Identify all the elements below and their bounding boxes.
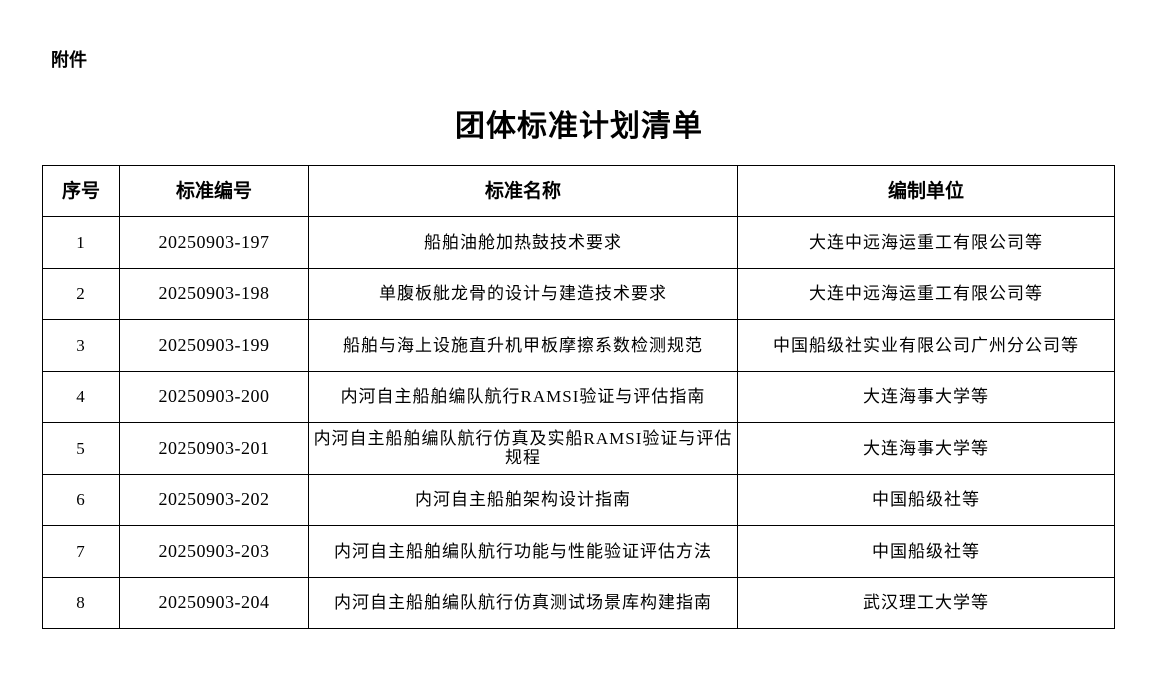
cell-code: 20250903-200 — [119, 370, 309, 423]
page-title: 团体标准计划清单 — [455, 110, 703, 143]
cell-no: 1 — [42, 216, 120, 269]
cell-org: 中国船级社等 — [737, 525, 1115, 578]
table-row: 5 20250903-201 内河自主船舶编队航行仿真及实船RAMSI验证与评估规程… — [42, 422, 1115, 475]
table-row: 6 20250903-202 内河自主船舶架构设计指南 中国船级社等 — [42, 473, 1115, 526]
table-row: 3 20250903-199 船舶与海上设施直升机甲板摩擦系数检测规范 中国船级社实业… — [42, 319, 1115, 372]
cell-code: 20250903-198 — [119, 267, 309, 320]
header-code: 标准编号 — [119, 165, 309, 217]
cell-org: 大连中远海运重工有限公司等 — [737, 216, 1115, 269]
cell-name: 内河自主船舶编队航行仿真测试场景库构建指南 — [308, 576, 738, 629]
header-name: 标准名称 — [308, 165, 738, 217]
cell-name: 单腹板舭龙骨的设计与建造技术要求 — [308, 267, 738, 320]
header-no: 序号 — [42, 165, 120, 217]
cell-no: 2 — [42, 267, 120, 320]
header-org: 编制单位 — [737, 165, 1115, 217]
cell-org: 大连海事大学等 — [737, 422, 1115, 475]
cell-name: 内河自主船舶编队航行功能与性能验证评估方法 — [308, 525, 738, 578]
table-row: 2 20250903-198 单腹板舭龙骨的设计与建造技术要求 大连中远海运重工有限公… — [42, 267, 1115, 320]
table-row: 7 20250903-203 内河自主船舶编队航行功能与性能验证评估方法 中国船级社等 — [42, 525, 1115, 578]
cell-code: 20250903-201 — [119, 422, 309, 475]
cell-no: 3 — [42, 319, 120, 372]
cell-code: 20250903-203 — [119, 525, 309, 578]
cell-no: 8 — [42, 576, 120, 629]
cell-code: 20250903-199 — [119, 319, 309, 372]
cell-code: 20250903-202 — [119, 473, 309, 526]
table-row: 8 20250903-204 内河自主船舶编队航行仿真测试场景库构建指南 武汉理工大学… — [42, 576, 1115, 629]
cell-code: 20250903-204 — [119, 576, 309, 629]
attachment-label: 附件 — [51, 50, 87, 70]
standards-table: 序号 标准编号 标准名称 编制单位 1 20250903-197 船舶油舱加热鼓技术… — [42, 165, 1115, 629]
cell-name: 船舶与海上设施直升机甲板摩擦系数检测规范 — [308, 319, 738, 372]
table-header-row: 序号 标准编号 标准名称 编制单位 — [42, 165, 1115, 217]
cell-code: 20250903-197 — [119, 216, 309, 269]
cell-no: 7 — [42, 525, 120, 578]
cell-org: 中国船级社等 — [737, 473, 1115, 526]
cell-no: 5 — [42, 422, 120, 475]
cell-org: 武汉理工大学等 — [737, 576, 1115, 629]
cell-name: 船舶油舱加热鼓技术要求 — [308, 216, 738, 269]
cell-org: 大连中远海运重工有限公司等 — [737, 267, 1115, 320]
table-row: 4 20250903-200 内河自主船舶编队航行RAMSI验证与评估指南 大连海事大… — [42, 370, 1115, 423]
cell-org: 中国船级社实业有限公司广州分公司等 — [737, 319, 1115, 372]
cell-no: 6 — [42, 473, 120, 526]
cell-name: 内河自主船舶编队航行RAMSI验证与评估指南 — [308, 370, 738, 423]
cell-name: 内河自主船舶架构设计指南 — [308, 473, 738, 526]
cell-no: 4 — [42, 370, 120, 423]
table-row: 1 20250903-197 船舶油舱加热鼓技术要求 大连中远海运重工有限公司等 — [42, 216, 1115, 269]
cell-name: 内河自主船舶编队航行仿真及实船RAMSI验证与评估规程 — [308, 422, 738, 475]
cell-org: 大连海事大学等 — [737, 370, 1115, 423]
